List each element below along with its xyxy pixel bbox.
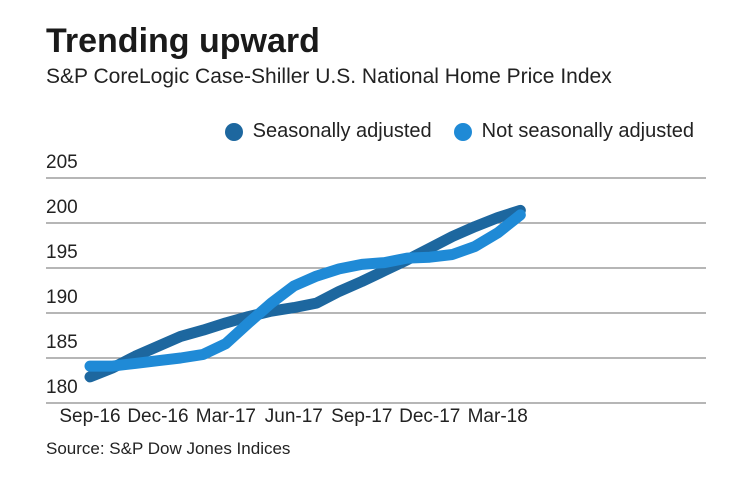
data-point [451,254,453,255]
data-point [89,376,91,378]
data-point [89,365,91,367]
x-tick-label: Sep-17 [331,406,392,427]
data-point [338,290,340,292]
y-tick-label: 190 [46,287,78,308]
legend-marker-icon [224,122,243,141]
legend-item-not-seasonally-adjusted: Not seasonally adjusted [453,120,694,143]
legend-marker-icon [453,122,472,141]
data-point [406,257,408,259]
data-point [293,307,295,309]
x-tick-label: Mar-18 [468,406,528,427]
data-point [202,353,204,355]
data-point [202,329,204,331]
legend-label: Not seasonally adjusted [481,120,694,142]
data-point [180,335,182,337]
x-tick-label: Dec-16 [127,406,188,427]
x-tick-label: Dec-17 [399,406,460,427]
data-point [338,268,340,270]
data-point [270,310,272,312]
data-point [225,322,227,324]
data-point [270,302,272,304]
data-point [293,285,295,287]
y-tick-label: 195 [46,242,78,263]
data-point [157,360,159,362]
data-point [316,275,317,277]
data-point [316,302,317,304]
data-point [225,343,227,345]
series-line-seasonally-adjusted [84,204,526,383]
source-note: Source: S&P Dow Jones Indices [46,439,291,458]
x-tick-label: Jun-17 [265,406,323,427]
data-point [383,270,385,272]
series-line-not-seasonally-adjusted [84,209,526,372]
data-point [519,214,521,216]
data-point [451,236,453,237]
data-point [361,281,363,282]
data-point [383,262,385,264]
data-point [134,355,136,357]
legend-item-seasonally-adjusted: Seasonally adjusted [224,120,432,143]
legend-label: Seasonally adjusted [252,120,432,142]
data-point [474,245,476,247]
data-point [134,362,136,364]
data-point [497,217,499,219]
data-point [180,357,182,359]
data-point [248,322,250,324]
y-tick-label: 205 [46,152,78,173]
data-point [497,232,499,234]
x-tick-label: Mar-17 [196,406,256,427]
y-tick-label: 185 [46,332,78,353]
data-point [112,365,114,367]
data-point [361,263,363,265]
data-point [429,247,431,249]
data-point [429,256,431,258]
chart-subtitle: S&P CoreLogic Case-Shiller U.S. National… [46,65,612,88]
x-tick-label: Sep-16 [59,406,120,427]
y-tick-label: 180 [46,377,78,398]
data-point [474,226,476,228]
legend: Seasonally adjusted Not seasonally adjus… [224,120,694,143]
data-point [157,345,159,347]
y-tick-label: 200 [46,197,78,218]
chart-title: Trending upward [46,22,320,60]
